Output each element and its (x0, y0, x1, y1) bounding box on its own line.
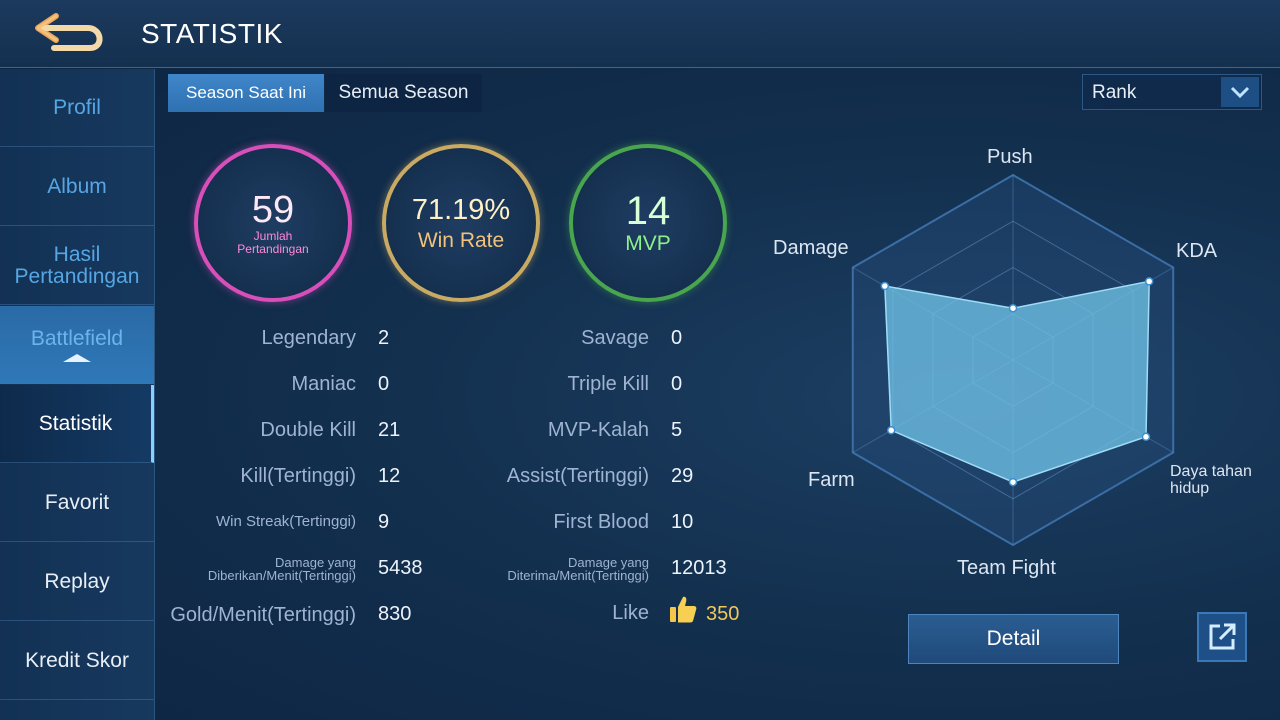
stat-label: Kill(Tertinggi) (240, 465, 356, 487)
sidebar-item-favorit[interactable]: Favorit (0, 464, 154, 542)
stat-label: MVP-Kalah (547, 419, 649, 441)
stat-value: 5438 (378, 557, 423, 579)
sidebar-item-label: Favorit (44, 490, 110, 514)
radar-axis-label: Daya tahan hidup (1170, 463, 1252, 497)
stat-value: 0 (671, 327, 683, 349)
detail-button[interactable]: Detail (908, 614, 1119, 664)
stat-label: Triple Kill (567, 373, 650, 395)
mode-dropdown[interactable]: Rank (1082, 74, 1262, 110)
sidebar-item-label: Replay (44, 569, 110, 593)
radar-point (886, 426, 896, 435)
thumbs-up-icon[interactable] (668, 594, 698, 624)
stat-label: Savage (581, 327, 649, 349)
sidebar-item-label: Profil (53, 95, 101, 119)
radar-chart (851, 173, 1175, 547)
chevron-down-icon (1221, 77, 1259, 107)
share-external-icon (1209, 623, 1236, 650)
page-title: STATISTIK (141, 18, 283, 49)
stat-label: Legendary (261, 327, 356, 349)
mvp-count: 14 (625, 189, 671, 233)
stat-value: 12 (378, 465, 401, 487)
sidebar-item-label: Battlefield (30, 326, 124, 350)
stat-label: Like (612, 602, 649, 624)
stat-label: Win Streak(Tertinggi) (215, 513, 356, 530)
winrate-label: Win Rate (417, 229, 505, 252)
sidebar-item-battlefield[interactable]: Battlefield (0, 306, 154, 384)
radar-axis-label: KDA (1176, 240, 1218, 262)
tab-season-saat-ini[interactable]: Season Saat Ini (168, 74, 324, 112)
mvp-label: MVP (625, 232, 671, 255)
sidebar-item-album[interactable]: Album (0, 148, 154, 226)
stat-value: 5 (671, 419, 683, 441)
stat-label: Damage yang Diterima/Menit(Tertinggi) (507, 555, 649, 583)
stat-value: 2 (378, 327, 390, 349)
stat-value: 10 (671, 511, 694, 533)
sidebar-item-hasil-pertandingan[interactable]: Hasil Pertandingan (0, 227, 154, 305)
sidebar-item-kredit-skor[interactable]: Kredit Skor (0, 622, 154, 700)
stat-label: Damage yang Diberikan/Menit(Tertinggi) (207, 555, 356, 583)
radar-axis-label: Push (987, 146, 1033, 168)
stat-label: Assist(Tertinggi) (506, 465, 649, 487)
radar-point (1008, 303, 1018, 313)
matches-ring: 59 Jumlah Pertandingan (194, 144, 352, 302)
sidebar-item-profil[interactable]: Profil (0, 69, 154, 147)
sidebar-item-label: Album (47, 174, 107, 198)
radar-point (1144, 277, 1154, 286)
mvp-ring: 14 MVP (569, 144, 727, 302)
dropdown-selected: Rank (1092, 82, 1137, 103)
winrate-ring: 71.19% Win Rate (382, 144, 540, 302)
radar-axis-label: Farm (808, 469, 855, 491)
tab-semua-season[interactable]: Semua Season (325, 74, 482, 112)
stat-value: 29 (671, 465, 694, 487)
matches-count: 59 (251, 189, 295, 231)
radar-point (1141, 432, 1151, 442)
sidebar-item-label: Kredit Skor (25, 648, 129, 672)
sidebar: Profil Album Hasil Pertandingan Battlefi… (0, 69, 155, 720)
stat-value: 0 (378, 373, 390, 395)
sidebar-item-label: Hasil Pertandingan (14, 242, 140, 288)
sidebar-item-statistik[interactable]: Statistik (0, 385, 154, 463)
stat-label: Maniac (291, 373, 356, 395)
stat-value: 0 (671, 373, 683, 395)
stat-value: 12013 (671, 557, 727, 579)
sidebar-item-replay[interactable]: Replay (0, 543, 154, 621)
radar-axis-label: Team Fight (957, 557, 1056, 579)
stat-label: First Blood (553, 511, 649, 533)
stat-label: Gold/Menit(Tertinggi) (170, 604, 356, 626)
matches-label: Jumlah Pertandingan (237, 229, 309, 256)
back-arrow-icon (35, 13, 103, 51)
stat-label: Double Kill (260, 419, 356, 441)
radar-point (1008, 477, 1018, 487)
stat-value: 9 (378, 511, 390, 533)
stat-value: 21 (378, 419, 401, 441)
like-count: 350 (706, 603, 740, 625)
back-button[interactable] (30, 8, 114, 60)
stat-value: 830 (378, 603, 412, 625)
sidebar-item-label: Statistik (38, 411, 113, 435)
radar-axis-label: Damage (773, 237, 849, 259)
radar-point (880, 281, 890, 291)
winrate-value: 71.19% (411, 194, 511, 226)
header-bar: STATISTIK (0, 0, 1280, 68)
chevron-up-icon (63, 353, 91, 362)
share-button[interactable] (1197, 612, 1247, 662)
